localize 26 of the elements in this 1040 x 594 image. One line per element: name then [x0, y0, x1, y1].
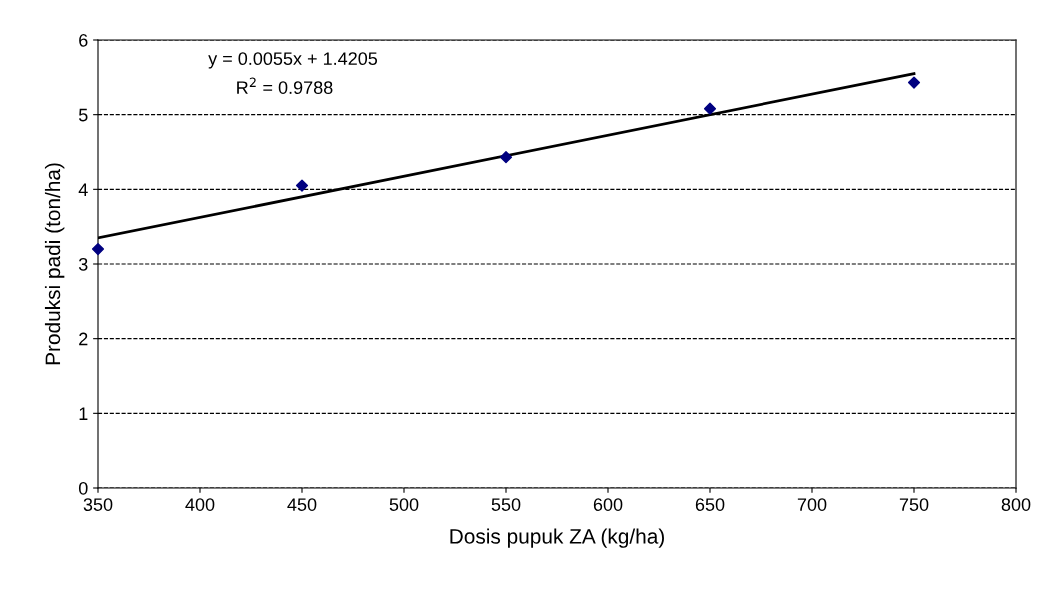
point: [91, 242, 105, 256]
y-tick-label: 4: [78, 183, 88, 196]
y-tick-label: 6: [79, 33, 88, 47]
y-tick-label: 0: [78, 481, 88, 495]
y-tick-label: 5: [78, 108, 88, 122]
point: [499, 151, 513, 164]
point: [295, 179, 309, 192]
x-tick-label: 700: [797, 498, 827, 511]
annotation: R$^{2}$ = 0.9788: [237, 77, 333, 94]
y-tick-label: 1: [79, 407, 88, 420]
point: [703, 102, 717, 115]
x-axis-title: Dosis pupuk ZA (kg/ha): [450, 528, 664, 548]
y-axis-title: Produksi padi (ton/ha): [44, 163, 65, 365]
x-tick-label: 550: [491, 498, 521, 511]
x-tick-label: 800: [1001, 498, 1031, 511]
x-tick-label: 400: [185, 498, 215, 511]
y-tick-label: 3: [78, 257, 88, 271]
y-tick-label: 2: [79, 332, 88, 346]
point: [907, 76, 921, 89]
x-tick-label: 750: [899, 498, 929, 511]
x-tick-label: 650: [695, 498, 725, 511]
x-tick-label: 450: [287, 498, 317, 511]
x-tick-label: 600: [593, 498, 623, 511]
x-tick-label: 350: [83, 498, 113, 511]
annotation: y = 0.0055x + 1.4205: [208, 52, 378, 69]
x-tick-label: 500: [389, 498, 419, 511]
